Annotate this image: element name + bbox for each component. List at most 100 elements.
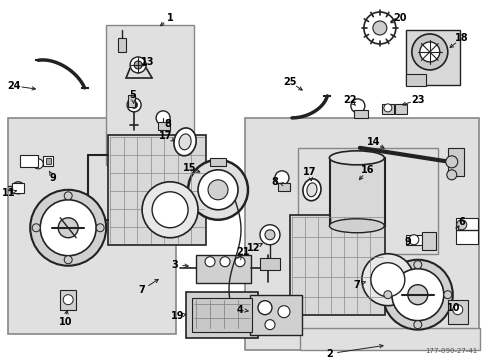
Text: 15: 15 [183,163,196,173]
Bar [12,183,24,193]
Circle shape [413,321,421,329]
Text: 24: 24 [7,81,21,91]
Bar [192,298,251,332]
Text: 17: 17 [303,167,316,177]
Circle shape [96,224,104,232]
Circle shape [64,256,72,264]
Bar [8,118,176,334]
Bar [60,290,76,310]
Bar [106,25,194,165]
Circle shape [391,269,443,321]
Bar [128,95,135,107]
Bar [353,110,367,118]
Circle shape [382,260,452,330]
Bar [455,218,477,244]
Bar [249,295,301,335]
Text: 5: 5 [129,90,136,100]
Bar [210,158,225,166]
Text: 7: 7 [139,285,145,295]
Circle shape [383,291,391,299]
Text: 18: 18 [454,33,468,43]
Bar [329,158,384,226]
Text: 22: 22 [343,95,356,105]
Bar [447,300,467,324]
Ellipse shape [329,219,384,233]
Circle shape [445,156,457,168]
Text: 25: 25 [283,77,296,87]
Bar [299,328,479,350]
Circle shape [277,306,289,318]
Circle shape [204,257,215,267]
Text: 23: 23 [410,95,424,105]
Circle shape [58,218,78,238]
Circle shape [443,291,451,299]
Text: 12: 12 [247,243,260,253]
Circle shape [413,261,421,269]
Bar [381,104,393,114]
Circle shape [446,170,456,180]
Circle shape [361,254,413,306]
Ellipse shape [174,128,196,156]
Bar [244,118,478,350]
Bar [20,155,38,167]
Ellipse shape [179,134,191,150]
Circle shape [407,285,427,305]
Text: 17: 17 [159,131,172,141]
Circle shape [156,111,170,125]
Circle shape [134,61,142,69]
Text: 1: 1 [166,13,173,23]
Bar [277,183,289,191]
Text: 20: 20 [392,13,406,23]
Circle shape [198,170,238,210]
Bar [108,135,205,245]
Circle shape [40,200,96,256]
Text: 177-090-27-41: 177-090-27-41 [425,348,477,354]
Circle shape [188,160,247,220]
Bar [289,215,384,315]
Bar [43,156,53,166]
Bar [297,148,437,254]
Bar [260,258,280,270]
Bar [185,292,258,338]
Circle shape [452,305,462,315]
Text: 19: 19 [171,311,184,321]
Text: 10: 10 [59,317,72,327]
Circle shape [370,263,404,297]
Circle shape [411,34,447,70]
Text: 11: 11 [1,188,15,198]
Circle shape [127,98,141,112]
Circle shape [142,182,198,238]
Circle shape [12,182,24,194]
Circle shape [456,220,466,230]
Circle shape [33,159,43,169]
Text: 8: 8 [164,119,171,129]
Text: 2: 2 [326,348,333,359]
Circle shape [235,257,244,267]
Circle shape [260,225,280,245]
Bar [405,74,425,86]
Circle shape [220,257,229,267]
Text: 6: 6 [457,217,464,227]
Circle shape [130,102,137,108]
Bar [447,148,463,176]
Text: 4: 4 [236,305,243,315]
Circle shape [207,180,227,200]
Bar [405,235,421,245]
Circle shape [372,21,386,35]
Circle shape [419,42,439,62]
Circle shape [363,12,395,44]
Ellipse shape [306,183,316,197]
Circle shape [383,104,391,112]
Text: 9: 9 [50,173,57,183]
Circle shape [63,295,73,305]
Bar [118,38,126,52]
Bar [158,122,170,130]
Circle shape [264,230,274,240]
Circle shape [32,224,40,232]
Bar [421,232,435,250]
Circle shape [130,57,146,73]
Circle shape [264,320,274,330]
Text: 8: 8 [271,177,278,187]
Circle shape [258,301,271,315]
Bar [46,158,51,164]
